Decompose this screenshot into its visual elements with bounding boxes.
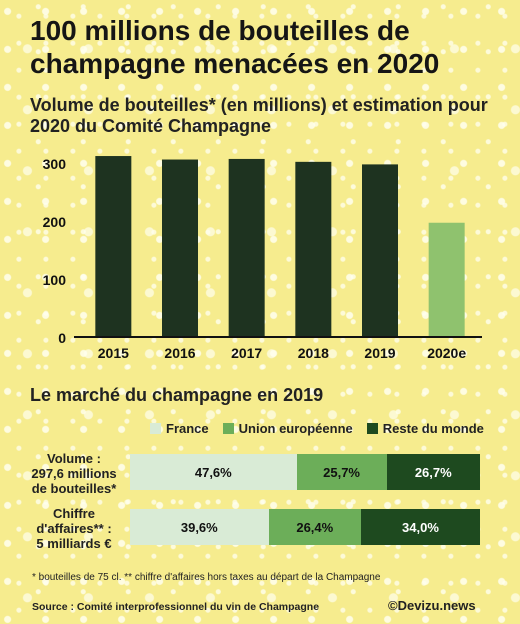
x-tick-label: 2019 [364,345,395,361]
market-legend: France Union européenne Reste du monde [150,421,484,436]
y-tick-label: 200 [43,214,67,230]
bottles-bar-chart: 0 100 200 300 2015 2016 2017 2018 2019 2020e [43,156,482,361]
footnote: * bouteilles de 75 cl. ** chiffre d'affa… [32,572,381,583]
page-title: 100 millions de bouteilles de champagne … [30,15,440,79]
bar-2019 [362,164,398,337]
x-tick-label: 2018 [298,345,329,361]
segment-france: 47,6% [130,454,297,490]
x-tick-label: 2017 [231,345,262,361]
segment-france: 39,6% [130,509,269,545]
x-tick-label: 2016 [164,345,195,361]
legend-item: France [150,421,209,436]
legend-label: Union européenne [238,421,353,436]
row-label-line: Volume : [47,451,101,466]
row-label-volume: Volume : 297,6 millions de bouteilles* [20,451,128,496]
credit-text: ©Devizu.news [388,598,476,613]
row-label-line: d'affaires** : [36,521,112,536]
source-note: Source : Comité interprofessionnel du vi… [32,601,320,613]
legend-label: Reste du monde [382,421,484,436]
legend-swatch [222,423,234,434]
x-tick-label: 2015 [98,345,129,361]
x-tick-label: 2020e [427,345,466,361]
y-tick-label: 300 [43,156,67,172]
legend-label: France [166,421,209,436]
legend-swatch [366,423,378,434]
segment-reste-du-monde: 26,7% [386,454,480,490]
chart-subtitle: Volume de bouteilles* (en millions) et e… [30,95,488,136]
legend-item: Union européenne [222,421,353,436]
bar-2018 [295,161,332,337]
row-label-line: 5 milliards € [36,536,112,551]
row-label-line: Chiffre [53,506,95,521]
y-tick-label: 0 [58,330,66,346]
bar-2020e [428,222,465,337]
segment-union-europ-enne: 25,7% [296,454,387,490]
y-tick-label: 100 [43,272,67,288]
bar-2017 [228,158,265,337]
segment-union-europ-enne: 26,4% [268,509,361,545]
stacked-bar-volume: 47,6% 25,7% 26,7% [130,454,480,490]
bar-2016 [162,159,198,337]
stacked-bar-revenue: 39,6% 26,4% 34,0% [130,509,480,545]
legend-item: Reste du monde [366,421,484,436]
market-section-title: Le marché du champagne en 2019 [30,385,324,405]
segment-reste-du-monde: 34,0% [360,509,480,545]
row-label-revenue: Chiffre d'affaires** : 5 milliards € [20,506,128,551]
row-label-line: 297,6 millions [31,466,117,481]
row-label-line: de bouteilles* [31,481,117,496]
legend-swatch [150,423,161,434]
bar-2015 [95,156,132,337]
